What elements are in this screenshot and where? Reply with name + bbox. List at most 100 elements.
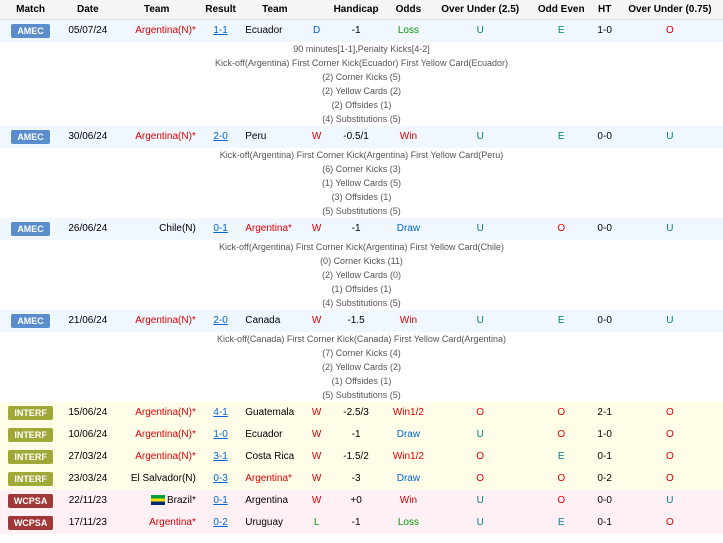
detail-row: (4) Substitutions (5) — [0, 296, 723, 310]
detail-row: (1) Offsides (1) — [0, 282, 723, 296]
detail-text: Kick-off(Argentina) First Corner Kick(Ec… — [0, 56, 723, 70]
result-cell[interactable]: 0-1 — [199, 218, 242, 240]
handicap-cell: -1 — [326, 20, 387, 42]
result-cell[interactable]: 1-1 — [199, 20, 242, 42]
match-badge[interactable]: WCPSA — [8, 494, 54, 508]
date-cell: 22/11/23 — [61, 490, 114, 512]
header-ou25: Over Under (2.5) — [430, 0, 530, 20]
match-row[interactable]: AMEC 21/06/24 Argentina(N)* 2-0 Canada W… — [0, 310, 723, 332]
result-cell[interactable]: 4-1 — [199, 402, 242, 424]
ou25-cell: U — [430, 424, 530, 446]
team1-cell[interactable]: Argentina(N)* — [115, 20, 199, 42]
oe-cell: E — [530, 20, 593, 42]
match-row[interactable]: WCPSA 22/11/23 Brazil* 0-1 Argentina W +… — [0, 490, 723, 512]
detail-text: (2) Yellow Cards (2) — [0, 360, 723, 374]
team1-cell[interactable]: Argentina(N)* — [115, 424, 199, 446]
result-cell[interactable]: 0-1 — [199, 490, 242, 512]
match-row[interactable]: INTERF 27/03/24 Argentina(N)* 3-1 Costa … — [0, 446, 723, 468]
match-badge[interactable]: AMEC — [11, 222, 50, 236]
detail-text: (5) Substitutions (5) — [0, 204, 723, 218]
team2-cell[interactable]: Argentina* — [242, 218, 307, 240]
date-cell: 10/06/24 — [61, 424, 114, 446]
match-badge-cell: INTERF — [0, 468, 61, 490]
wdl-cell: L — [307, 512, 325, 534]
date-cell: 26/06/24 — [61, 218, 114, 240]
detail-text: Kick-off(Argentina) First Corner Kick(Ar… — [0, 240, 723, 254]
header-row: Match Date Team Result Team Handicap Odd… — [0, 0, 723, 20]
match-badge-cell: AMEC — [0, 310, 61, 332]
team2-cell[interactable]: Uruguay — [242, 512, 307, 534]
ou075-cell: O — [617, 446, 723, 468]
odds-cell: Draw — [386, 218, 430, 240]
match-badge[interactable]: AMEC — [11, 130, 50, 144]
handicap-cell: -0.5/1 — [326, 126, 387, 148]
ou075-cell: O — [617, 402, 723, 424]
ou25-cell: U — [430, 126, 530, 148]
detail-row: (5) Substitutions (5) — [0, 204, 723, 218]
team1-cell[interactable]: Argentina(N)* — [115, 402, 199, 424]
result-cell[interactable]: 2-0 — [199, 126, 242, 148]
team2-cell[interactable]: Costa Rica — [242, 446, 307, 468]
result-cell[interactable]: 3-1 — [199, 446, 242, 468]
team2-cell[interactable]: Ecuador — [242, 20, 307, 42]
match-row[interactable]: INTERF 15/06/24 Argentina(N)* 4-1 Guatem… — [0, 402, 723, 424]
team2-cell[interactable]: Guatemala — [242, 402, 307, 424]
ou25-cell: O — [430, 446, 530, 468]
match-badge[interactable]: WCPSA — [8, 516, 54, 530]
match-badge-cell: WCPSA — [0, 490, 61, 512]
match-row[interactable]: INTERF 23/03/24 El Salvador(N) 0-3 Argen… — [0, 468, 723, 490]
detail-text: (2) Yellow Cards (2) — [0, 84, 723, 98]
detail-row: (2) Yellow Cards (2) — [0, 360, 723, 374]
team2-cell[interactable]: Argentina* — [242, 468, 307, 490]
team1-cell[interactable]: Brazil* — [115, 490, 199, 512]
ht-cell: 0-0 — [593, 218, 617, 240]
odds-cell: Win — [386, 310, 430, 332]
match-row[interactable]: AMEC 30/06/24 Argentina(N)* 2-0 Peru W -… — [0, 126, 723, 148]
oe-cell: E — [530, 512, 593, 534]
team1-cell[interactable]: Chile(N) — [115, 218, 199, 240]
team1-cell[interactable]: Argentina(N)* — [115, 446, 199, 468]
ht-cell: 0-1 — [593, 512, 617, 534]
ou075-cell: O — [617, 512, 723, 534]
ou075-cell: U — [617, 126, 723, 148]
date-cell: 23/03/24 — [61, 468, 114, 490]
wdl-cell: W — [307, 468, 325, 490]
flag-icon — [151, 495, 165, 505]
odds-cell: Win1/2 — [386, 446, 430, 468]
team2-cell[interactable]: Ecuador — [242, 424, 307, 446]
result-cell[interactable]: 2-0 — [199, 310, 242, 332]
oe-cell: O — [530, 490, 593, 512]
team2-cell[interactable]: Canada — [242, 310, 307, 332]
match-badge[interactable]: INTERF — [8, 406, 53, 420]
detail-row: 90 minutes[1-1],Penalty Kicks[4-2] — [0, 42, 723, 56]
detail-text: Kick-off(Argentina) First Corner Kick(Ar… — [0, 148, 723, 162]
match-row[interactable]: AMEC 26/06/24 Chile(N) 0-1 Argentina* W … — [0, 218, 723, 240]
team2-cell[interactable]: Argentina — [242, 490, 307, 512]
result-cell[interactable]: 0-2 — [199, 512, 242, 534]
team2-cell[interactable]: Peru — [242, 126, 307, 148]
wdl-cell: W — [307, 218, 325, 240]
detail-text: (2) Yellow Cards (0) — [0, 268, 723, 282]
detail-text: (1) Offsides (1) — [0, 374, 723, 388]
detail-row: (3) Offsides (1) — [0, 190, 723, 204]
match-badge[interactable]: INTERF — [8, 472, 53, 486]
match-row[interactable]: INTERF 10/06/24 Argentina(N)* 1-0 Ecuado… — [0, 424, 723, 446]
date-cell: 30/06/24 — [61, 126, 114, 148]
match-badge[interactable]: INTERF — [8, 428, 53, 442]
team1-cell[interactable]: Argentina(N)* — [115, 310, 199, 332]
match-badge[interactable]: AMEC — [11, 314, 50, 328]
team1-cell[interactable]: Argentina(N)* — [115, 126, 199, 148]
match-badge[interactable]: INTERF — [8, 450, 53, 464]
match-row[interactable]: AMEC 05/07/24 Argentina(N)* 1-1 Ecuador … — [0, 20, 723, 42]
detail-row: (2) Offsides (1) — [0, 98, 723, 112]
match-row[interactable]: WCPSA 17/11/23 Argentina* 0-2 Uruguay L … — [0, 512, 723, 534]
result-cell[interactable]: 0-3 — [199, 468, 242, 490]
ht-cell: 0-0 — [593, 310, 617, 332]
match-badge-cell: INTERF — [0, 424, 61, 446]
team1-cell[interactable]: El Salvador(N) — [115, 468, 199, 490]
team1-cell[interactable]: Argentina* — [115, 512, 199, 534]
ht-cell: 0-0 — [593, 490, 617, 512]
match-badge[interactable]: AMEC — [11, 24, 50, 38]
handicap-cell: -3 — [326, 468, 387, 490]
result-cell[interactable]: 1-0 — [199, 424, 242, 446]
